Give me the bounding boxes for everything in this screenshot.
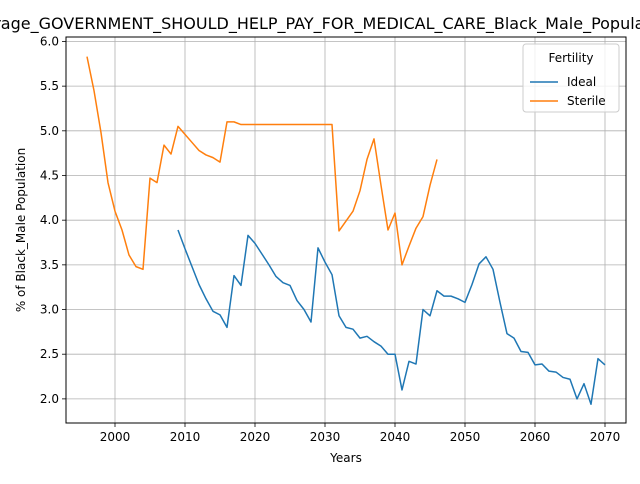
legend-label-sterile: Sterile: [567, 94, 606, 108]
plot-frame: [65, 36, 627, 424]
y-tick-label: 6.0: [40, 34, 59, 48]
x-tick-label: 2050: [450, 430, 481, 444]
series-line-ideal: [177, 229, 606, 405]
y-tick-label: 3.0: [40, 303, 59, 317]
legend-title: Fertility: [548, 51, 593, 65]
x-tick-label: 2010: [170, 430, 201, 444]
y-tick-label: 5.0: [40, 124, 59, 138]
x-tick-label: 2040: [380, 430, 411, 444]
y-tick-label: 4.5: [40, 168, 59, 182]
y-tick-label: 4.0: [40, 213, 59, 227]
x-tick-label: 2000: [100, 430, 131, 444]
legend-box: [522, 43, 620, 113]
y-tick-label: 2.5: [40, 347, 59, 361]
y-tick-label: 3.5: [40, 258, 59, 272]
series-layer: [86, 56, 606, 405]
x-axis: 2000 2010 2020 2030 2040 2050 2060 2070: [100, 423, 621, 444]
legend: Fertility Ideal Sterile: [522, 43, 620, 113]
y-axis: 2.0 2.5 3.0 3.5 4.0 4.5 5.0 5.5 6.0: [40, 34, 66, 406]
y-tick-label: 2.0: [40, 392, 59, 406]
y-axis-label: % of Black_Male Population: [14, 148, 28, 312]
series-line-sterile: [86, 56, 438, 271]
x-tick-label: 2020: [240, 430, 271, 444]
y-tick-label: 5.5: [40, 79, 59, 93]
legend-label-ideal: Ideal: [567, 75, 596, 89]
x-axis-label: Years: [329, 451, 362, 465]
chart-title: Average_GOVERNMENT_SHOULD_HELP_PAY_FOR_M…: [0, 14, 640, 34]
x-tick-label: 2070: [590, 430, 621, 444]
x-tick-label: 2030: [310, 430, 341, 444]
x-tick-label: 2060: [520, 430, 551, 444]
